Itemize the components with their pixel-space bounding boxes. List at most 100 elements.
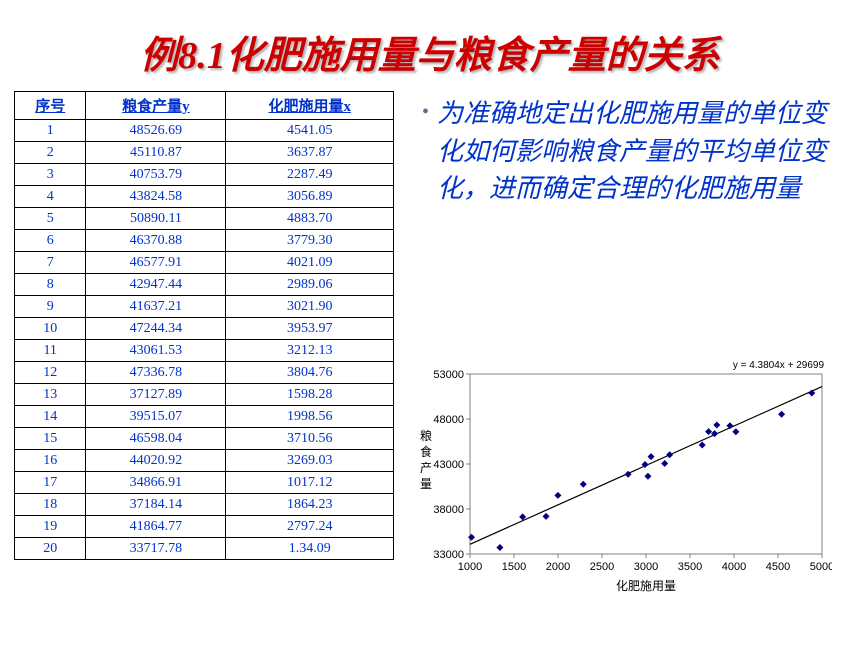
table-cell: 41637.21 [86, 296, 226, 318]
bullet-block: • 为准确地定出化肥施用量的单位变化如何影响粮食产量的平均单位变化，进而确定合理… [422, 95, 846, 208]
svg-text:2000: 2000 [546, 561, 570, 573]
col-x: 化肥施用量x [226, 92, 394, 120]
table-row: 1837184.141864.23 [15, 494, 394, 516]
table-cell: 3056.89 [226, 186, 394, 208]
table-cell: 3637.87 [226, 142, 394, 164]
table-cell: 2287.49 [226, 164, 394, 186]
table-row: 148526.694541.05 [15, 120, 394, 142]
table-cell: 5 [15, 208, 86, 230]
table-cell: 12 [15, 362, 86, 384]
table-cell: 13 [15, 384, 86, 406]
table-cell: 16 [15, 450, 86, 472]
table-cell: 3710.56 [226, 428, 394, 450]
table-cell: 3953.97 [226, 318, 394, 340]
table-cell: 3804.76 [226, 362, 394, 384]
table-cell: 1 [15, 120, 86, 142]
table-cell: 4541.05 [226, 120, 394, 142]
table-row: 550890.114883.70 [15, 208, 394, 230]
svg-text:48000: 48000 [433, 414, 464, 426]
svg-text:食: 食 [420, 444, 432, 459]
table-cell: 6 [15, 230, 86, 252]
table-cell: 3212.13 [226, 340, 394, 362]
table-cell: 1598.28 [226, 384, 394, 406]
table-cell: 1998.56 [226, 406, 394, 428]
table-row: 746577.914021.09 [15, 252, 394, 274]
table-cell: 17 [15, 472, 86, 494]
table-cell: 46370.88 [86, 230, 226, 252]
table-cell: 14 [15, 406, 86, 428]
table-cell: 4 [15, 186, 86, 208]
table-row: 340753.792287.49 [15, 164, 394, 186]
bullet-icon: • [422, 101, 429, 124]
table-row: 1047244.343953.97 [15, 318, 394, 340]
table-cell: 1017.12 [226, 472, 394, 494]
table-cell: 46577.91 [86, 252, 226, 274]
table-cell: 37184.14 [86, 494, 226, 516]
svg-text:33000: 33000 [433, 549, 464, 561]
table-cell: 18 [15, 494, 86, 516]
data-table: 序号 粮食产量y 化肥施用量x 148526.694541.05245110.8… [14, 91, 394, 560]
table-cell: 3021.90 [226, 296, 394, 318]
table-row: 1143061.533212.13 [15, 340, 394, 362]
table-cell: 7 [15, 252, 86, 274]
svg-text:4500: 4500 [766, 561, 790, 573]
table-cell: 50890.11 [86, 208, 226, 230]
svg-text:化肥施用量: 化肥施用量 [616, 579, 676, 593]
table-cell: 40753.79 [86, 164, 226, 186]
table-cell: 4883.70 [226, 208, 394, 230]
table-row: 2033717.781.34.09 [15, 538, 394, 560]
table-cell: 46598.04 [86, 428, 226, 450]
table-row: 1337127.891598.28 [15, 384, 394, 406]
table-cell: 4021.09 [226, 252, 394, 274]
col-y: 粮食产量y [86, 92, 226, 120]
table-cell: 3269.03 [226, 450, 394, 472]
description-text: 为准确地定出化肥施用量的单位变化如何影响粮食产量的平均单位变化，进而确定合理的化… [437, 95, 846, 208]
svg-text:5000: 5000 [810, 561, 832, 573]
svg-text:43000: 43000 [433, 459, 464, 471]
col-index: 序号 [15, 92, 86, 120]
table-cell: 3779.30 [226, 230, 394, 252]
table-row: 1644020.923269.03 [15, 450, 394, 472]
table-cell: 19 [15, 516, 86, 538]
svg-text:4000: 4000 [722, 561, 746, 573]
table-cell: 1.34.09 [226, 538, 394, 560]
table-row: 646370.883779.30 [15, 230, 394, 252]
table-cell: 45110.87 [86, 142, 226, 164]
table-cell: 10 [15, 318, 86, 340]
table-cell: 43824.58 [86, 186, 226, 208]
table-cell: 37127.89 [86, 384, 226, 406]
table-cell: 8 [15, 274, 86, 296]
svg-text:量: 量 [420, 477, 432, 491]
svg-text:产: 产 [420, 461, 432, 475]
table-row: 1439515.071998.56 [15, 406, 394, 428]
table-cell: 33717.78 [86, 538, 226, 560]
slide-title: 例8.1化肥施用量与粮食产量的关系 [0, 0, 860, 91]
scatter-chart: 3300038000430004800053000100015002000250… [412, 356, 832, 596]
svg-text:3500: 3500 [678, 561, 702, 573]
data-table-wrap: 序号 粮食产量y 化肥施用量x 148526.694541.05245110.8… [14, 91, 394, 560]
table-cell: 48526.69 [86, 120, 226, 142]
svg-text:38000: 38000 [433, 504, 464, 516]
table-row: 842947.442989.06 [15, 274, 394, 296]
table-cell: 47336.78 [86, 362, 226, 384]
content-area: 序号 粮食产量y 化肥施用量x 148526.694541.05245110.8… [0, 91, 860, 560]
table-cell: 43061.53 [86, 340, 226, 362]
table-cell: 2797.24 [226, 516, 394, 538]
svg-text:3000: 3000 [634, 561, 658, 573]
table-row: 245110.873637.87 [15, 142, 394, 164]
table-cell: 47244.34 [86, 318, 226, 340]
table-row: 1247336.783804.76 [15, 362, 394, 384]
table-header-row: 序号 粮食产量y 化肥施用量x [15, 92, 394, 120]
table-cell: 3 [15, 164, 86, 186]
svg-text:1500: 1500 [502, 561, 526, 573]
table-cell: 44020.92 [86, 450, 226, 472]
table-cell: 9 [15, 296, 86, 318]
table-row: 1734866.911017.12 [15, 472, 394, 494]
table-cell: 15 [15, 428, 86, 450]
table-cell: 2 [15, 142, 86, 164]
table-row: 1941864.772797.24 [15, 516, 394, 538]
table-row: 941637.213021.90 [15, 296, 394, 318]
svg-text:2500: 2500 [590, 561, 614, 573]
table-cell: 41864.77 [86, 516, 226, 538]
table-cell: 39515.07 [86, 406, 226, 428]
